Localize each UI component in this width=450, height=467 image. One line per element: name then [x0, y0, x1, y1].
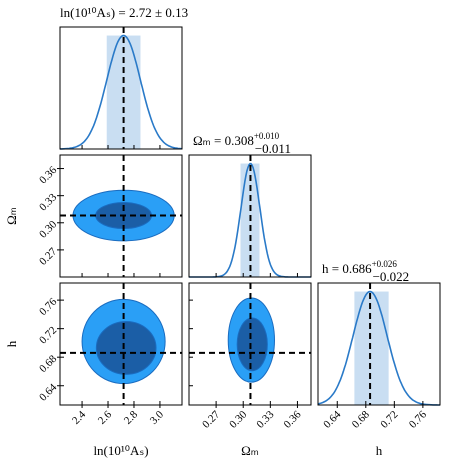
marginal-curve: [317, 290, 440, 406]
x-tick-label: 0.76: [407, 408, 429, 430]
x-tick-label: 2.6: [96, 408, 115, 427]
panel-title: h = 0.686+0.026: [322, 259, 397, 276]
contour: [236, 317, 268, 372]
x-tick-label: 0.33: [254, 408, 276, 430]
panel-frame: [59, 154, 183, 278]
x-axis-label: Ωₘ: [241, 443, 259, 458]
x-tick-label: 2.8: [122, 408, 141, 427]
panel-frame: [188, 282, 312, 406]
y-tick-label: 0.64: [37, 381, 59, 403]
err-minus-label: −0.022: [373, 269, 410, 284]
panel-frame: [59, 26, 183, 150]
err-plus-label: +0.026: [372, 259, 398, 269]
x-tick-label: 0.64: [321, 408, 343, 430]
x-tick-label: 2.4: [70, 408, 89, 427]
panel-title: ln(10¹⁰Aₛ) = 2.72 ± 0.13: [60, 5, 188, 20]
panel-frame: [317, 282, 441, 406]
y-axis-label: Ωₘ: [4, 207, 19, 225]
x-tick-label: 3.0: [148, 408, 167, 427]
panel-frame: [188, 154, 312, 278]
y-tick-label: 0.30: [37, 218, 59, 240]
x-axis-label: h: [376, 443, 383, 458]
x-tick-label: 0.36: [281, 408, 303, 430]
marginal-curve: [60, 34, 182, 150]
err-minus-label: −0.011: [255, 141, 291, 156]
x-tick-label: 0.68: [350, 408, 372, 430]
y-tick-label: 0.76: [37, 296, 59, 318]
err-plus-label: +0.010: [254, 131, 280, 141]
x-tick-label: 0.72: [378, 409, 400, 431]
x-tick-label: 0.27: [200, 408, 222, 430]
y-tick-label: 0.72: [37, 324, 59, 346]
y-tick-label: 0.68: [37, 353, 59, 375]
panel-frame: [59, 282, 183, 406]
title-text: ln(10¹⁰Aₛ) = 2.72 ± 0.13: [60, 5, 188, 20]
x-tick-label: 0.30: [227, 408, 249, 430]
y-tick-label: 0.36: [37, 164, 59, 186]
x-axis-label: ln(10¹⁰Aₛ): [93, 443, 148, 458]
contour: [95, 321, 157, 375]
panel-title: Ωₘ = 0.308+0.010: [193, 131, 280, 148]
y-tick-label: 0.33: [37, 191, 59, 213]
y-axis-label: h: [4, 340, 19, 347]
y-tick-label: 0.27: [37, 245, 59, 267]
title-text: Ωₘ = 0.308: [193, 133, 254, 148]
title-text: h = 0.686: [322, 261, 372, 276]
